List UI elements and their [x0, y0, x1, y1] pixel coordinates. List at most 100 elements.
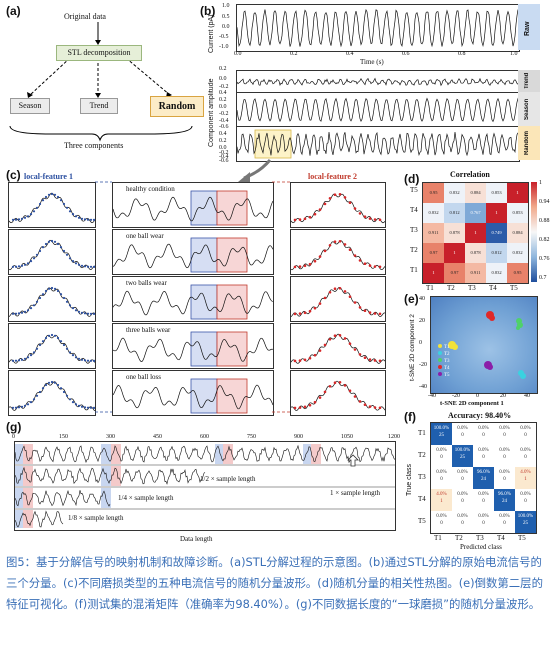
component-ytick-4: 0.2 [219, 97, 227, 103]
component-ylabel: Component amplitude [208, 78, 215, 148]
confusion-cell-count-3-0: 1 [440, 499, 443, 504]
confusion-cell-pct-4-4: 100.0% [517, 514, 534, 519]
raw-xtick-4: 0.8 [458, 51, 466, 57]
panel-g-tick-3: 450 [153, 434, 162, 440]
heatmap-cell-3-0: 0.97 [423, 243, 444, 263]
raw-tag: Raw [518, 4, 540, 50]
panel-g-xlabel: Data length [180, 535, 213, 543]
panel-c-cell-3-2 [290, 323, 386, 369]
raw-xtick-0: 0.0 [234, 51, 242, 57]
correlation-heatmap: 0.95 0.832 0.884 0.853 1 0.832 0.812 0.767 1 0.85… [422, 182, 529, 284]
raw-xlabel: Time (s) [360, 58, 384, 66]
colorbar-tick-5: 0.7 [539, 275, 547, 281]
heatmap-cell-3-3: 0.812 [486, 243, 507, 263]
confusion-col-label-2: T3 [476, 534, 484, 542]
confusion-cell-4-4: 100.0% 25 [515, 511, 536, 533]
confusion-cell-count-4-2: 0 [482, 521, 485, 526]
confusion-cell-3-1: 0.0% 0 [452, 489, 473, 511]
raw-signal-wave [236, 8, 520, 48]
panel-c-cell-3-0 [8, 323, 96, 369]
tsne-legend-label-2: T3 [444, 359, 450, 364]
confusion-cell-3-4: 0.0% 0 [515, 489, 536, 511]
panel-g-label: (g) [6, 420, 22, 434]
panel-c-cell-0-0 [8, 182, 96, 228]
tsne-legend-dot-1 [438, 351, 442, 355]
random-highlight-box [254, 129, 292, 159]
cluster-t3 [484, 361, 493, 370]
heatmap-col-label-3: T4 [489, 284, 497, 292]
confusion-cell-0-0: 100.0% 25 [431, 423, 452, 445]
panel-g-tick-2: 300 [106, 434, 115, 440]
tsne-legend-item-0: T1 [438, 344, 450, 351]
condition-label-1: one ball wear [126, 232, 164, 240]
panel-b-label: (b) [200, 4, 216, 18]
tsne-legend-dot-4 [438, 372, 442, 376]
panel-c-wave-1-0 [8, 239, 96, 271]
confusion-cell-count-4-0: 0 [440, 521, 443, 526]
confusion-cell-count-3-2: 0 [482, 499, 485, 504]
panel-c-cell-4-0 [8, 370, 96, 416]
confusion-row-label-3: T4 [418, 495, 426, 503]
confusion-cell-pct-2-2: 96.0% [477, 470, 490, 475]
cluster-t4 [516, 318, 523, 330]
colorbar-tick-4: 0.76 [539, 256, 550, 262]
confusion-cell-pct-3-3: 96.0% [498, 492, 511, 497]
tsne-ytick-0: 40 [419, 296, 425, 302]
component-ytick-3: 0.4 [219, 90, 227, 96]
tsne-ytick-1: 20 [419, 318, 425, 324]
tsne-plot [430, 296, 538, 394]
heatmap-row-label-1: T4 [410, 206, 418, 214]
component-ytick-14: -0.6 [219, 158, 229, 164]
heatmap-cell-1-4: 0.853 [507, 203, 528, 223]
confusion-cell-0-4: 0.0% 0 [515, 423, 536, 445]
confusion-cell-pct-2-3: 0.0% [499, 470, 510, 475]
confusion-ylabel: True class [406, 463, 413, 497]
panel-a-label: (a) [6, 4, 21, 18]
confusion-cell-pct-4-1: 0.0% [457, 514, 468, 519]
accuracy-title: Accuracy: 98.40% [448, 411, 512, 420]
random-box: Random [150, 96, 204, 117]
tsne-xtick-2: 0 [476, 393, 479, 399]
panel-c-wave-4-1 [112, 378, 274, 414]
condition-label-2: two balls wear [126, 279, 167, 287]
panel-c-connector-lines [95, 181, 290, 413]
component-ytick-2: -0.2 [219, 84, 229, 90]
component-ytick-0: 0.2 [219, 66, 227, 72]
panel-c-cell-1-1 [112, 229, 274, 275]
panel-c-wave-0-1 [112, 190, 274, 226]
heatmap-cell-0-3: 0.853 [486, 183, 507, 203]
panel-c-wave-1-1 [112, 237, 274, 273]
heatmap-cell-2-1: 0.878 [444, 223, 465, 243]
component-ytick-12: -0.2 [219, 150, 229, 156]
raw-xtick-5: 1.0 [510, 51, 518, 57]
confusion-cell-4-2: 0.0% 0 [473, 511, 494, 533]
heatmap-cell-3-2: 0.878 [465, 243, 486, 263]
panel-c-cell-2-0 [8, 276, 96, 322]
panel-c-cell-1-2 [290, 229, 386, 275]
heatmap-col-label-4: T5 [510, 284, 518, 292]
confusion-cell-0-1: 0.0% 0 [452, 423, 473, 445]
panel-c-wave-2-0 [8, 286, 96, 317]
panel-g-waves [14, 444, 396, 528]
component-ytick-13: -0.4 [219, 154, 229, 160]
tsne-clusters [448, 311, 526, 379]
raw-ytick-1: 0.5 [222, 14, 230, 20]
heatmap-cell-2-4: 0.884 [507, 223, 528, 243]
confusion-cell-1-4: 0.0% 0 [515, 445, 536, 467]
tsne-xtick-3: 20 [500, 393, 506, 399]
colorbar-tick-0: 1 [539, 180, 542, 186]
heatmap-col-label-0: T1 [426, 284, 434, 292]
quarter-length-label: 1/4 × sample length [118, 494, 174, 502]
tsne-xtick-4: 40 [524, 393, 530, 399]
tsne-legend-label-1: T2 [444, 352, 450, 357]
heatmap-cell-4-2: 0.911 [465, 263, 486, 283]
raw-signal-plot [236, 4, 520, 52]
panel-c-label: (c) [6, 168, 21, 182]
tsne-ytick-3: -20 [419, 362, 427, 368]
confusion-cell-pct-2-4: 4.0% [520, 470, 531, 475]
confusion-cell-count-2-1: 0 [461, 477, 464, 482]
confusion-cell-count-1-2: 0 [482, 455, 485, 460]
confusion-cell-pct-4-0: 0.0% [436, 514, 447, 519]
cluster-t5 [486, 311, 495, 321]
heatmap-row-label-3: T2 [410, 246, 418, 254]
